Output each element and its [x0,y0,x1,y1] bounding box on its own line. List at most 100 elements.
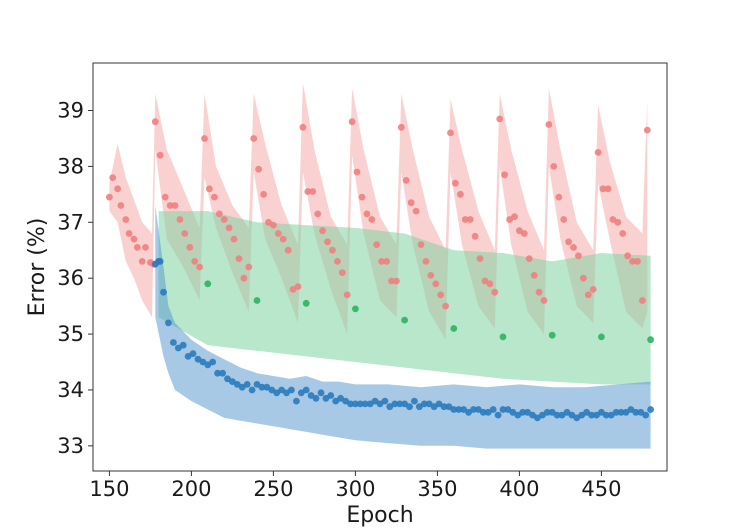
data-point [263,383,271,391]
data-point [570,244,577,251]
data-point [383,258,390,265]
data-point [643,126,651,134]
data-point [534,414,541,422]
data-point [565,238,572,246]
data-point [142,244,149,251]
data-point [324,238,331,246]
data-point [160,288,167,296]
data-point [647,406,654,413]
data-point [548,331,556,339]
data-point [494,411,502,419]
data-point [274,230,282,237]
data-point [211,193,218,201]
data-point [484,408,492,416]
y-tick-label: 33 [57,434,84,458]
data-point [176,216,184,223]
data-point [639,297,646,304]
data-point [304,188,312,195]
data-point [450,406,458,413]
plot-frame [92,62,668,472]
data-point [230,235,238,243]
series-1-points [106,115,651,310]
data-point [363,210,371,218]
data-point [255,165,262,173]
x-tick-label: 250 [253,477,293,501]
data-point [598,333,605,341]
data-point [393,277,400,285]
data-point [496,115,504,123]
data-point [406,403,413,411]
data-point [575,252,582,260]
data-point [378,258,385,265]
data-point [440,403,448,411]
series-2-band [158,211,651,385]
data-point [214,369,222,377]
data-point [450,325,458,332]
y-tick-label: 37 [57,210,84,234]
data-point [634,258,641,265]
data-point [461,216,469,223]
data-point [388,277,395,285]
data-point [337,394,344,402]
data-point [397,123,405,131]
data-point [530,272,538,279]
data-point [179,341,187,349]
y-tick-label: 36 [57,266,84,290]
data-point [555,193,563,201]
data-point [437,291,445,299]
data-point [125,230,133,237]
x-tick-label: 450 [581,477,621,501]
data-point [235,255,243,262]
data-point [106,193,113,201]
data-point [133,244,141,251]
data-point [396,400,404,408]
data-point [455,406,463,413]
data-point [602,411,610,419]
data-point [619,230,627,237]
data-point [476,255,484,262]
data-point [117,202,125,209]
data-point [151,118,159,126]
data-point [479,408,487,416]
data-point [386,403,394,411]
data-point [196,263,204,271]
data-point [604,185,612,193]
data-point [412,207,420,215]
data-point [583,408,590,416]
data-point [238,383,246,391]
data-point [489,406,497,413]
data-point [317,389,325,397]
data-point [284,246,292,254]
data-point [181,230,189,237]
x-axis: 150 200 250 300 350 400 450 [89,471,621,501]
data-point [411,397,418,405]
data-point [314,210,322,218]
data-point [319,227,326,235]
series-2-points [155,258,654,344]
data-point [373,241,381,249]
data-point [457,190,464,198]
data-point [348,118,356,126]
data-point [470,406,477,413]
data-point [329,246,336,254]
data-point [156,258,164,265]
data-point [420,400,428,408]
data-point [347,400,354,408]
data-point [352,305,359,313]
data-point [553,411,561,419]
x-tick-label: 400 [499,477,539,501]
data-point [511,213,518,221]
series-3-points [151,258,654,422]
data-point [632,408,640,416]
data-point [466,216,474,223]
data-point [186,244,194,251]
data-points [106,115,654,422]
y-tick-label: 35 [57,322,84,346]
data-point [138,258,146,265]
data-point [612,408,620,416]
data-point [109,174,117,182]
data-point [225,224,233,232]
data-point [647,336,654,344]
data-point [540,297,548,304]
data-point [550,163,558,170]
